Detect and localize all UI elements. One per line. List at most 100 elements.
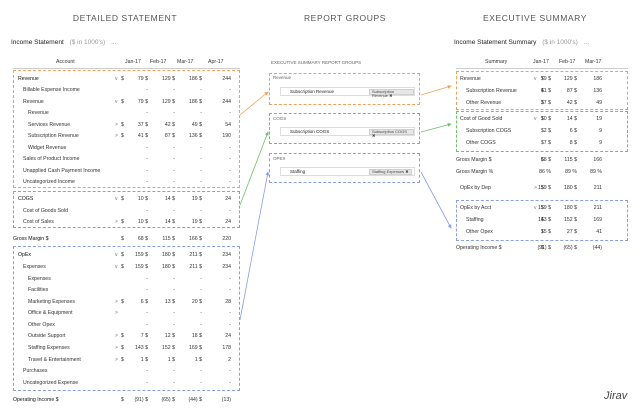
chevron-right-icon[interactable]: > bbox=[115, 299, 118, 305]
chevron-down-icon[interactable]: v bbox=[534, 116, 537, 122]
subscription-revenue-tag[interactable]: Subscription Revenue ✖ bbox=[369, 89, 414, 98]
income-statement-summary-title: Income Statement Summary ($ in 1000's) .… bbox=[454, 39, 589, 46]
row-value: - bbox=[173, 179, 175, 185]
summary-statement-row: Gross Margin $ $68 $ 115 $ 166 bbox=[456, 155, 628, 165]
row-value: 68 $ bbox=[540, 157, 551, 163]
group-opex-item-label: Staffing bbox=[290, 169, 306, 174]
chevron-right-icon[interactable]: > bbox=[115, 333, 118, 339]
left-statement-row: Gross Margin $ $68 $ 115 $ 166 $ 220 bbox=[13, 234, 240, 244]
row-label: Revenue bbox=[18, 76, 39, 82]
left-statement-row[interactable]: Subscription Revenue > $41 $ 87 $ 136 $ 190 bbox=[13, 131, 240, 141]
row-value: 24 bbox=[225, 196, 231, 202]
row-value: (44) $ bbox=[188, 397, 202, 403]
group-cogs-item[interactable]: Subscription COGS Subscription COGS ✖ bbox=[280, 127, 415, 138]
row-label: Cost of Good Sold bbox=[460, 116, 503, 122]
dollar-sign: $ bbox=[541, 245, 544, 251]
left-statement-row[interactable]: Revenue v $79 $ 129 $ 186 $ 244 bbox=[13, 74, 240, 84]
chevron-right-icon[interactable]: > bbox=[115, 219, 118, 225]
row-value: 37 $ bbox=[540, 100, 551, 106]
dollar-sign: $ bbox=[541, 205, 544, 211]
row-value: 190 bbox=[222, 133, 231, 139]
chevron-right-icon[interactable]: > bbox=[115, 133, 118, 139]
chevron-right-icon[interactable]: > bbox=[115, 345, 118, 351]
left-statement-row[interactable]: Cost of Sales > $10 $ 14 $ 19 $ 24 bbox=[13, 217, 240, 227]
chevron-down-icon[interactable]: v bbox=[115, 196, 118, 202]
row-value: 234 bbox=[222, 252, 231, 258]
left-statement-row[interactable]: Expenses v $159 $ 180 $ 211 $ 234 bbox=[13, 262, 240, 272]
dollar-sign: $ bbox=[541, 116, 544, 122]
row-value: - bbox=[200, 110, 202, 116]
group-revenue-item[interactable]: Subscription Revenue Subscription Revenu… bbox=[280, 87, 415, 98]
row-value: 24 bbox=[225, 333, 231, 339]
left-statement-row[interactable]: Outside Support > $7 $ 12 $ 18 $ 24 bbox=[13, 331, 240, 341]
left-statement-row[interactable]: Travel & Entertainment > $1 $ 1 $ 1 $ 2 bbox=[13, 355, 240, 365]
row-label: Travel & Entertainment bbox=[28, 357, 81, 363]
left-statement-row[interactable]: Office & Equipment > - - - - bbox=[13, 308, 240, 318]
summary-statement-row[interactable]: Cost of Good Sold v $10 $ 14 $ 19 bbox=[456, 114, 628, 124]
group-revenue-label: Revenue bbox=[273, 75, 292, 80]
row-label: Subscription Revenue bbox=[466, 88, 517, 94]
row-label: Other Opex bbox=[28, 322, 55, 328]
left-statement-row[interactable]: Services Revenue > $37 $ 42 $ 49 $ 54 bbox=[13, 120, 240, 130]
summary-more-options[interactable]: ... bbox=[583, 39, 589, 46]
more-options[interactable]: ... bbox=[110, 39, 117, 46]
chevron-down-icon[interactable]: v bbox=[534, 76, 537, 82]
group-opex-box bbox=[269, 153, 420, 183]
row-value: 169 bbox=[593, 217, 602, 223]
chevron-down-icon[interactable]: v bbox=[115, 99, 118, 105]
left-statement-row: Sales of Product Income - - - - bbox=[13, 154, 240, 164]
row-label: Billable Expense Income bbox=[23, 87, 80, 93]
row-value: 136 bbox=[593, 88, 602, 94]
subscription-cogs-tag[interactable]: Subscription COGS ✖ bbox=[369, 129, 414, 138]
row-label: Expenses bbox=[28, 276, 51, 282]
summary-statement-row[interactable]: OpEx by Acct v $159 $ 180 $ 211 bbox=[456, 203, 628, 213]
row-value: 143 $ bbox=[538, 217, 551, 223]
chevron-down-icon[interactable]: v bbox=[115, 76, 118, 82]
summary-statement-row: Subscription COGS $2 $ 6 $ 9 bbox=[456, 126, 628, 136]
row-value: 14 $ bbox=[566, 116, 577, 122]
row-value: 180 $ bbox=[162, 252, 175, 258]
staffing-expenses-tag[interactable]: Staffing Expenses ✖ bbox=[369, 169, 412, 175]
summary-statement-row[interactable]: Revenue v $79 $ 129 $ 186 bbox=[456, 74, 628, 84]
left-statement-row[interactable]: OpEx v $159 $ 180 $ 211 $ 234 bbox=[13, 250, 240, 260]
arrow-cogs-in bbox=[239, 131, 269, 206]
chevron-right-icon[interactable]: > bbox=[534, 185, 537, 191]
left-month-header: Jan-17 bbox=[125, 59, 141, 65]
left-month-header: Feb-17 bbox=[150, 59, 167, 65]
row-label: Uncategorized Income bbox=[23, 179, 75, 185]
row-value: - bbox=[146, 110, 148, 116]
row-value: 180 $ bbox=[564, 205, 577, 211]
row-value: 24 bbox=[225, 219, 231, 225]
row-label: OpEx by Acct bbox=[460, 205, 492, 211]
summary-statement-row[interactable]: OpEx by Dep > $159 $ 180 $ 211 bbox=[456, 183, 628, 193]
row-value: 1 $ bbox=[140, 357, 148, 363]
chevron-down-icon[interactable]: v bbox=[115, 264, 118, 270]
group-opex-item[interactable]: Staffing Staffing Expenses ✖ bbox=[280, 167, 415, 176]
row-label: Other Revenue bbox=[466, 100, 502, 106]
row-label: OpEx by Dep bbox=[460, 185, 491, 191]
chevron-right-icon[interactable]: > bbox=[115, 310, 118, 316]
row-value: - bbox=[146, 156, 148, 162]
left-statement-row[interactable]: Staffing Expenses > $143 $ 152 $ 169 $ 178 bbox=[13, 343, 240, 353]
row-value: 178 bbox=[222, 345, 231, 351]
left-statement-row[interactable]: Revenue v $79 $ 129 $ 186 $ 244 bbox=[13, 97, 240, 107]
left-statement-row[interactable]: Marketing Expenses > $6 $ 13 $ 20 $ 28 bbox=[13, 297, 240, 307]
row-value: 7 $ bbox=[543, 140, 551, 146]
row-value: - bbox=[229, 287, 231, 293]
row-value: 49 $ bbox=[191, 122, 202, 128]
row-value: 87 $ bbox=[164, 133, 175, 139]
chevron-right-icon[interactable]: > bbox=[115, 357, 118, 363]
chevron-down-icon[interactable]: v bbox=[534, 205, 537, 211]
dollar-sign: $ bbox=[541, 100, 544, 106]
summary-units-label: ($ in 1000's) bbox=[542, 39, 578, 46]
row-value: - bbox=[173, 368, 175, 374]
chevron-right-icon[interactable]: > bbox=[115, 122, 118, 128]
row-value: 166 $ bbox=[189, 236, 202, 242]
left-statement-row[interactable]: COGS v $10 $ 14 $ 19 $ 24 bbox=[13, 194, 240, 204]
row-value: 86 % bbox=[539, 169, 551, 175]
report-groups-heading: EXECUTIVE SUMMARY REPORT GROUPS bbox=[271, 60, 362, 65]
chevron-down-icon[interactable]: v bbox=[115, 252, 118, 258]
row-value: 159 $ bbox=[538, 205, 551, 211]
row-value: 41 bbox=[596, 229, 602, 235]
row-value: (91) $ bbox=[537, 245, 551, 251]
